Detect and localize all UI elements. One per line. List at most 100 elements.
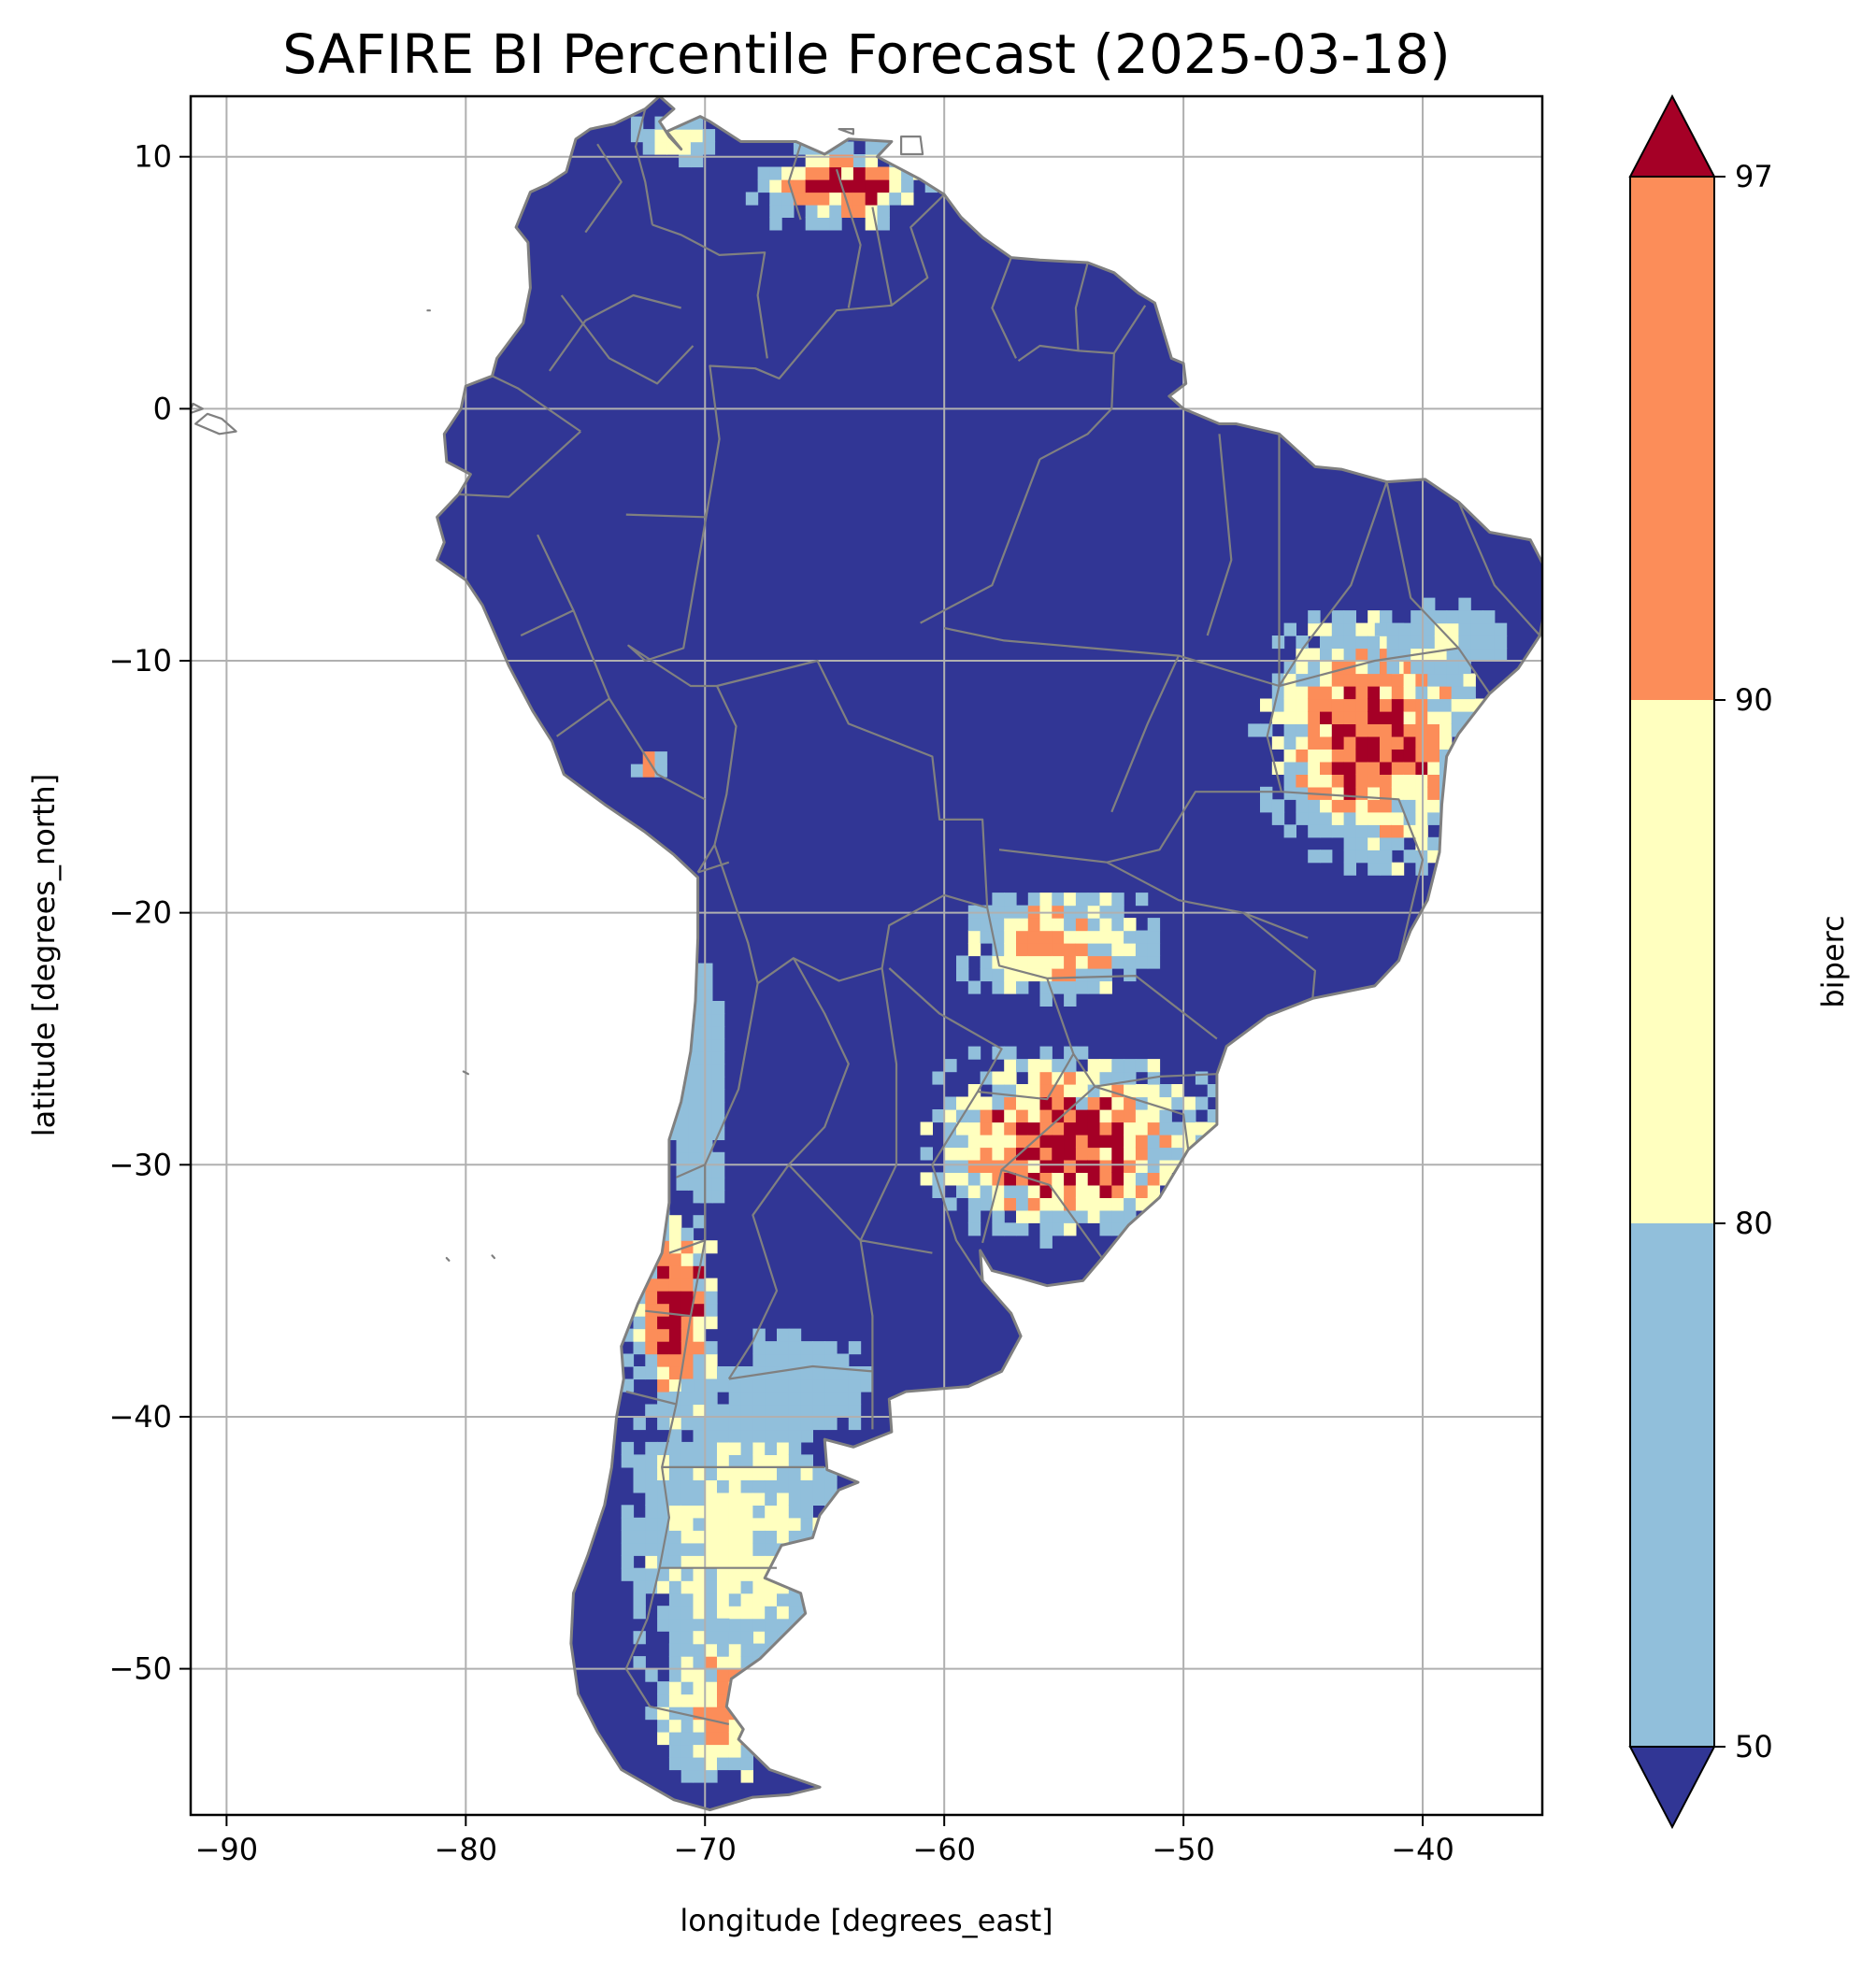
- hotspot-cell: [700, 1126, 713, 1140]
- hotspot-cell: [956, 1121, 969, 1135]
- hotspot-cell: [1052, 1121, 1065, 1135]
- hotspot-cell: [693, 1567, 706, 1581]
- hotspot-cell: [765, 1341, 778, 1355]
- hotspot-cell: [668, 1341, 682, 1355]
- hotspot-cell: [705, 1681, 718, 1695]
- hotspot-cell: [693, 1505, 706, 1519]
- hotspot-cell: [1099, 943, 1112, 957]
- hotspot-cell: [745, 192, 759, 206]
- hotspot-cell: [800, 1454, 813, 1468]
- hotspot-cell: [642, 764, 656, 778]
- hotspot-cell: [1039, 1159, 1053, 1173]
- hotspot-cell: [711, 1013, 725, 1027]
- hotspot-cell: [1075, 930, 1089, 944]
- hotspot-cell: [1411, 661, 1424, 675]
- hotspot-cell: [1004, 1172, 1017, 1186]
- hotspot-cell: [1099, 1222, 1112, 1236]
- hotspot-cell: [980, 1147, 993, 1161]
- hotspot-cell: [967, 930, 981, 944]
- hotspot-cell: [680, 1643, 695, 1657]
- hotspot-cell: [1355, 736, 1368, 750]
- hotspot-cell: [705, 1656, 718, 1670]
- hotspot-cell: [1296, 799, 1309, 813]
- hotspot-cell: [920, 1172, 933, 1186]
- hotspot-cell: [1111, 1147, 1124, 1161]
- hotspot-cell: [1111, 1071, 1124, 1085]
- y-axis-label: latitude [degrees_north]: [26, 774, 62, 1137]
- hotspot-cell: [1124, 1059, 1137, 1073]
- hotspot-cell: [1458, 610, 1471, 624]
- hotspot-cell: [1124, 968, 1137, 982]
- hotspot-cell: [1159, 1147, 1172, 1161]
- hotspot-cell: [967, 1109, 981, 1123]
- hotspot-cell: [1064, 905, 1077, 919]
- hotspot-cell: [1016, 1121, 1029, 1135]
- hotspot-cell: [967, 1121, 981, 1135]
- hotspot-cell: [812, 1366, 825, 1380]
- hotspot-cell: [657, 1479, 670, 1493]
- hotspot-cell: [932, 1071, 945, 1085]
- hotspot-cell: [680, 1265, 695, 1279]
- hotspot-cell: [645, 1441, 658, 1455]
- hotspot-cell: [1391, 824, 1405, 838]
- hotspot-cell: [1343, 673, 1356, 687]
- y-axis: 10 0 −10 −20 −30 −40 −50: [108, 139, 191, 1687]
- hotspot-cell: [980, 1096, 993, 1110]
- hotspot-cell: [817, 204, 830, 218]
- hotspot-cell: [1052, 1096, 1065, 1110]
- hotspot-cell: [1039, 893, 1053, 907]
- hotspot-cell: [777, 1479, 790, 1493]
- hotspot-cell: [992, 1096, 1005, 1110]
- hotspot-cell: [992, 930, 1005, 944]
- hotspot-cell: [1135, 1109, 1149, 1123]
- hotspot-cell: [1027, 1071, 1041, 1085]
- hotspot-cell: [1355, 799, 1368, 813]
- hotspot-cell: [693, 1479, 706, 1493]
- hotspot-cell: [1039, 968, 1053, 982]
- hotspot-cell: [728, 1366, 742, 1380]
- hotspot-cell: [1135, 1135, 1149, 1149]
- hotspot-cell: [1451, 710, 1465, 724]
- hotspot-cell: [1004, 1184, 1017, 1198]
- hotspot-cell: [1147, 1109, 1161, 1123]
- hotspot-cell: [1427, 774, 1440, 788]
- hotspot-cell: [705, 1505, 718, 1519]
- hotspot-cell: [740, 1404, 753, 1418]
- hotspot-cell: [1308, 622, 1321, 636]
- hotspot-cell: [1147, 955, 1161, 969]
- hotspot-cell: [877, 179, 890, 193]
- hotspot-cell: [711, 1089, 725, 1103]
- hotspot-cell: [829, 192, 842, 206]
- hotspot-cell: [1391, 723, 1405, 737]
- hotspot-cell: [728, 1580, 742, 1594]
- hotspot-cell: [688, 1076, 701, 1090]
- hotspot-cell: [1343, 622, 1356, 636]
- hotspot-cell: [693, 1732, 706, 1746]
- hotspot-cell: [1343, 774, 1356, 788]
- hotspot-cell: [1039, 1222, 1053, 1236]
- hotspot-cell: [680, 1505, 695, 1519]
- hotspot-cell: [668, 1593, 682, 1607]
- hotspot-cell: [777, 1454, 790, 1468]
- hotspot-cell: [1124, 1121, 1137, 1135]
- hotspot-cell: [700, 1001, 713, 1015]
- hotspot-cell: [1111, 1209, 1124, 1223]
- hotspot-cell: [752, 1353, 766, 1367]
- hotspot-cell: [693, 1429, 706, 1443]
- hotspot-cell: [967, 1096, 981, 1110]
- hotspot-cell: [1135, 1121, 1149, 1135]
- hotspot-cell: [1343, 610, 1356, 624]
- hotspot-cell: [657, 1291, 670, 1305]
- hotspot-cell: [645, 1542, 658, 1556]
- hotspot-cell: [1016, 1109, 1029, 1123]
- hotspot-cell: [777, 1404, 790, 1418]
- hotspot-cell: [668, 1643, 682, 1657]
- hotspot-cell: [1463, 673, 1476, 687]
- hotspot-cell: [728, 1417, 742, 1431]
- hotspot-cell: [1111, 1184, 1124, 1198]
- hotspot-cell: [1331, 799, 1345, 813]
- hotspot-cell: [1296, 661, 1309, 675]
- hotspot-cell: [1099, 1172, 1112, 1186]
- hotspot-cell: [633, 1417, 646, 1431]
- hotspot-cell: [728, 1404, 742, 1418]
